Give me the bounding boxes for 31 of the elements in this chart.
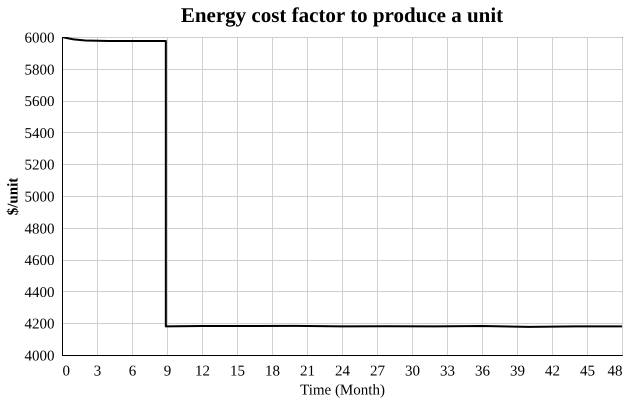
y-axis-title: $/unit [6, 178, 22, 216]
x-tick-label: 21 [300, 364, 315, 380]
y-tick-label: 4600 [24, 253, 54, 270]
x-tick-label: 33 [440, 364, 455, 380]
y-tick-label: 5000 [24, 190, 54, 206]
y-tick-label: 5200 [24, 158, 54, 174]
x-tick-label: 30 [405, 364, 420, 380]
x-tick-label: 24 [335, 364, 350, 380]
x-axis-title: Time (Month) [300, 382, 385, 398]
x-tick-label: 45 [580, 364, 595, 380]
x-tick-label: 36 [475, 364, 490, 380]
x-tick-label: 27 [370, 364, 386, 380]
x-tick-label: 6 [128, 364, 137, 380]
x-tick-label: 0 [62, 364, 70, 380]
chart-title: Energy cost factor to produce a unit [180, 3, 504, 27]
y-tick-label: 4200 [24, 316, 54, 333]
y-tick-label: 5800 [24, 62, 54, 78]
x-tick-label: 12 [195, 364, 210, 380]
x-tick-label: 18 [265, 364, 280, 380]
x-tick-label: 3 [94, 364, 102, 380]
y-tick-label: 5400 [24, 126, 54, 142]
y-tick-label: 5600 [24, 94, 54, 110]
x-tick-label: 9 [164, 364, 172, 380]
x-tick-label: 48 [608, 364, 622, 380]
y-tick-label: 6000 [24, 30, 54, 46]
y-tick-label: 4000 [24, 348, 54, 364]
x-tick-label: 15 [230, 364, 245, 380]
x-tick-label: 42 [545, 364, 560, 380]
x-tick-label: 39 [510, 364, 525, 380]
y-tick-label: 4400 [24, 284, 54, 301]
y-tick-label: 4800 [24, 221, 54, 238]
